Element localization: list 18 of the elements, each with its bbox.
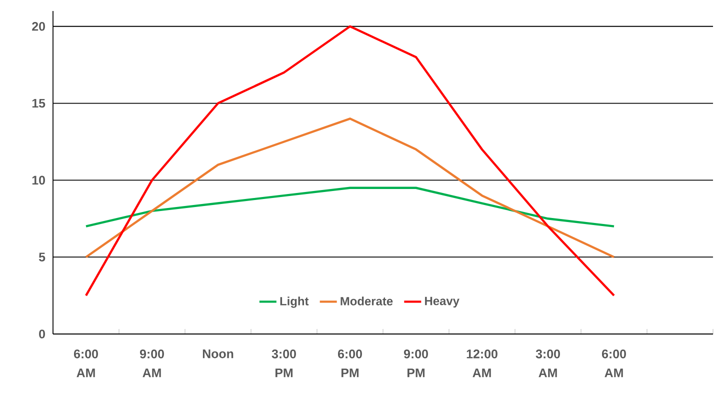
x-tick-label: 9:00 PM [404, 350, 428, 378]
x-tick-label: 6:00 AM [602, 350, 626, 378]
x-tick-label: 6:00 PM [338, 350, 362, 378]
x-tick-label: 3:00 AM [536, 350, 560, 378]
y-tick-label: 5 [38, 252, 46, 262]
x-tick-label: 9:00 AM [140, 350, 164, 378]
legend-label: Moderate [340, 296, 393, 306]
line-series [84, 25, 616, 297]
y-tick-label: 15 [32, 98, 46, 108]
legend-label: Heavy [425, 296, 460, 308]
legend-label: Light [280, 296, 309, 308]
y-tick-label: 0 [39, 330, 45, 338]
x-tick-label: 3:00 PM [272, 350, 296, 378]
y-tick-label: 10 [32, 176, 45, 185]
x-tick-label: 12:00 AM [466, 350, 498, 378]
x-tick-label: 6:00 AM [74, 350, 98, 378]
y-tick-label: 20 [32, 22, 45, 31]
x-tick-label: Noon [202, 350, 234, 358]
